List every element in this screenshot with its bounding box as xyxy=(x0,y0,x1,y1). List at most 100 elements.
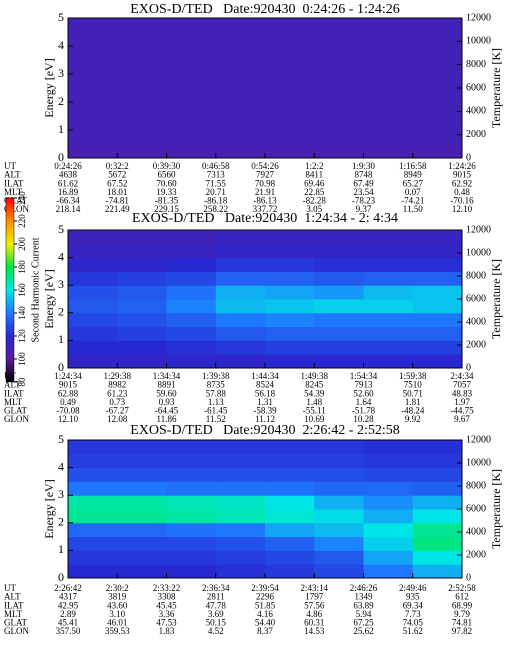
heat-cell xyxy=(265,285,315,300)
table-cell: 69.46 xyxy=(304,178,325,188)
heat-cell xyxy=(314,74,364,89)
table-cell: 7.73 xyxy=(405,609,421,619)
table-cell: 2:36:34 xyxy=(202,583,230,593)
heat-cell xyxy=(117,230,167,245)
heat-cell xyxy=(68,271,118,286)
table-cell: 221.49 xyxy=(105,204,130,214)
table-cell: -61.45 xyxy=(204,405,228,415)
y2-tick-label: 8000 xyxy=(466,270,486,281)
heat-cell xyxy=(68,453,118,469)
table-cell: 2296 xyxy=(256,592,275,602)
heat-cell xyxy=(215,74,266,89)
heat-cell xyxy=(68,130,118,145)
heat-cell xyxy=(166,74,217,89)
y2-tick-label: 10000 xyxy=(466,247,491,258)
table-cell: 1:24:26 xyxy=(448,161,476,171)
table-cell: 8411 xyxy=(305,170,323,180)
heat-cell xyxy=(68,88,118,103)
heat-cell xyxy=(215,271,266,286)
table-row-label: MLT xyxy=(4,397,23,407)
heat-cell xyxy=(363,271,414,286)
table-cell: -66.34 xyxy=(56,195,80,205)
heat-cell xyxy=(166,522,217,538)
colorbar-tick-label: 160 xyxy=(17,283,27,297)
table-cell: 47.78 xyxy=(206,600,227,610)
table-cell: 0.07 xyxy=(405,187,421,197)
table-cell: 1:2:2 xyxy=(305,161,324,171)
heat-cell xyxy=(265,467,315,482)
heat-cell xyxy=(68,312,118,328)
table-cell: 3.10 xyxy=(109,609,125,619)
heat-cell xyxy=(363,453,414,469)
y2-axis-label: Temperature [K] xyxy=(489,259,503,339)
y-tick-label: 3 xyxy=(58,66,64,80)
table-cell: 50.71 xyxy=(403,388,423,398)
colorbar-tick-label: 100 xyxy=(17,352,27,366)
heat-cell xyxy=(314,130,364,145)
table-cell: 0.93 xyxy=(159,397,175,407)
table-cell: 0:24:26 xyxy=(54,161,82,171)
table-cell: 8748 xyxy=(355,170,374,180)
heat-cell xyxy=(314,299,364,314)
table-row-label: GLON xyxy=(4,626,29,636)
y-tick-label: 5 xyxy=(58,432,64,446)
table-cell: 70.60 xyxy=(156,178,177,188)
table-cell: -70.16 xyxy=(450,195,474,205)
table-cell: 74.81 xyxy=(452,617,472,627)
heat-cell xyxy=(265,453,315,469)
heat-cell xyxy=(166,340,217,355)
table-cell: 337.72 xyxy=(253,204,278,214)
heat-cell xyxy=(412,243,463,259)
heat-cell xyxy=(363,354,414,369)
heat-cell xyxy=(363,550,414,565)
y2-tick-label: 0 xyxy=(466,362,471,373)
table-cell: 4.86 xyxy=(306,609,322,619)
y2-tick-label: 8000 xyxy=(466,59,486,70)
heat-cell xyxy=(265,88,315,103)
table-cell: 63.89 xyxy=(353,600,374,610)
heat-cell xyxy=(412,271,463,286)
heat-cell xyxy=(215,354,266,369)
y2-tick-label: 4000 xyxy=(466,106,486,117)
table-cell: 2:43:14 xyxy=(300,583,328,593)
heat-cell xyxy=(68,495,118,510)
table-cell: 74.05 xyxy=(403,617,424,627)
table-cell: 54.40 xyxy=(255,617,276,627)
colorbar xyxy=(5,197,15,383)
heat-cell xyxy=(363,32,414,47)
heat-cell xyxy=(215,46,266,61)
heat-cell xyxy=(68,144,118,159)
heat-cell xyxy=(363,536,414,551)
heat-cell xyxy=(68,564,118,579)
table-cell: 23.54 xyxy=(353,187,374,197)
y2-tick-label: 12000 xyxy=(466,12,491,23)
table-cell: 52.60 xyxy=(353,388,374,398)
colorbar-tick-label: 200 xyxy=(17,237,27,251)
table-cell: 56.18 xyxy=(255,388,276,398)
y-tick-label: 4 xyxy=(58,38,64,52)
heat-cell xyxy=(215,536,266,551)
table-row-label: ILAT xyxy=(4,178,24,188)
heat-cell xyxy=(265,257,315,272)
table-row-label: UT xyxy=(4,161,16,171)
heat-cell xyxy=(265,440,315,455)
heat-cell xyxy=(412,285,463,300)
heat-cell xyxy=(314,243,364,259)
table-cell: 5672 xyxy=(108,170,126,180)
heat-cell xyxy=(166,144,217,159)
table-cell: 62.92 xyxy=(452,178,472,188)
table-cell: 8949 xyxy=(404,170,423,180)
colorbar-tick-label: 220 xyxy=(17,214,27,228)
heat-cell xyxy=(412,32,463,47)
table-cell: 43.60 xyxy=(107,600,128,610)
heat-cell xyxy=(166,536,217,551)
heat-cell xyxy=(314,285,364,300)
y2-tick-label: 2000 xyxy=(466,129,486,140)
table-cell: 1:49:38 xyxy=(300,371,328,381)
heat-cell xyxy=(265,130,315,145)
y-tick-label: 2 xyxy=(58,515,64,529)
heat-cell xyxy=(412,453,463,469)
heat-cell xyxy=(412,312,463,328)
heat-cell xyxy=(117,74,167,89)
heat-cell xyxy=(412,18,463,33)
